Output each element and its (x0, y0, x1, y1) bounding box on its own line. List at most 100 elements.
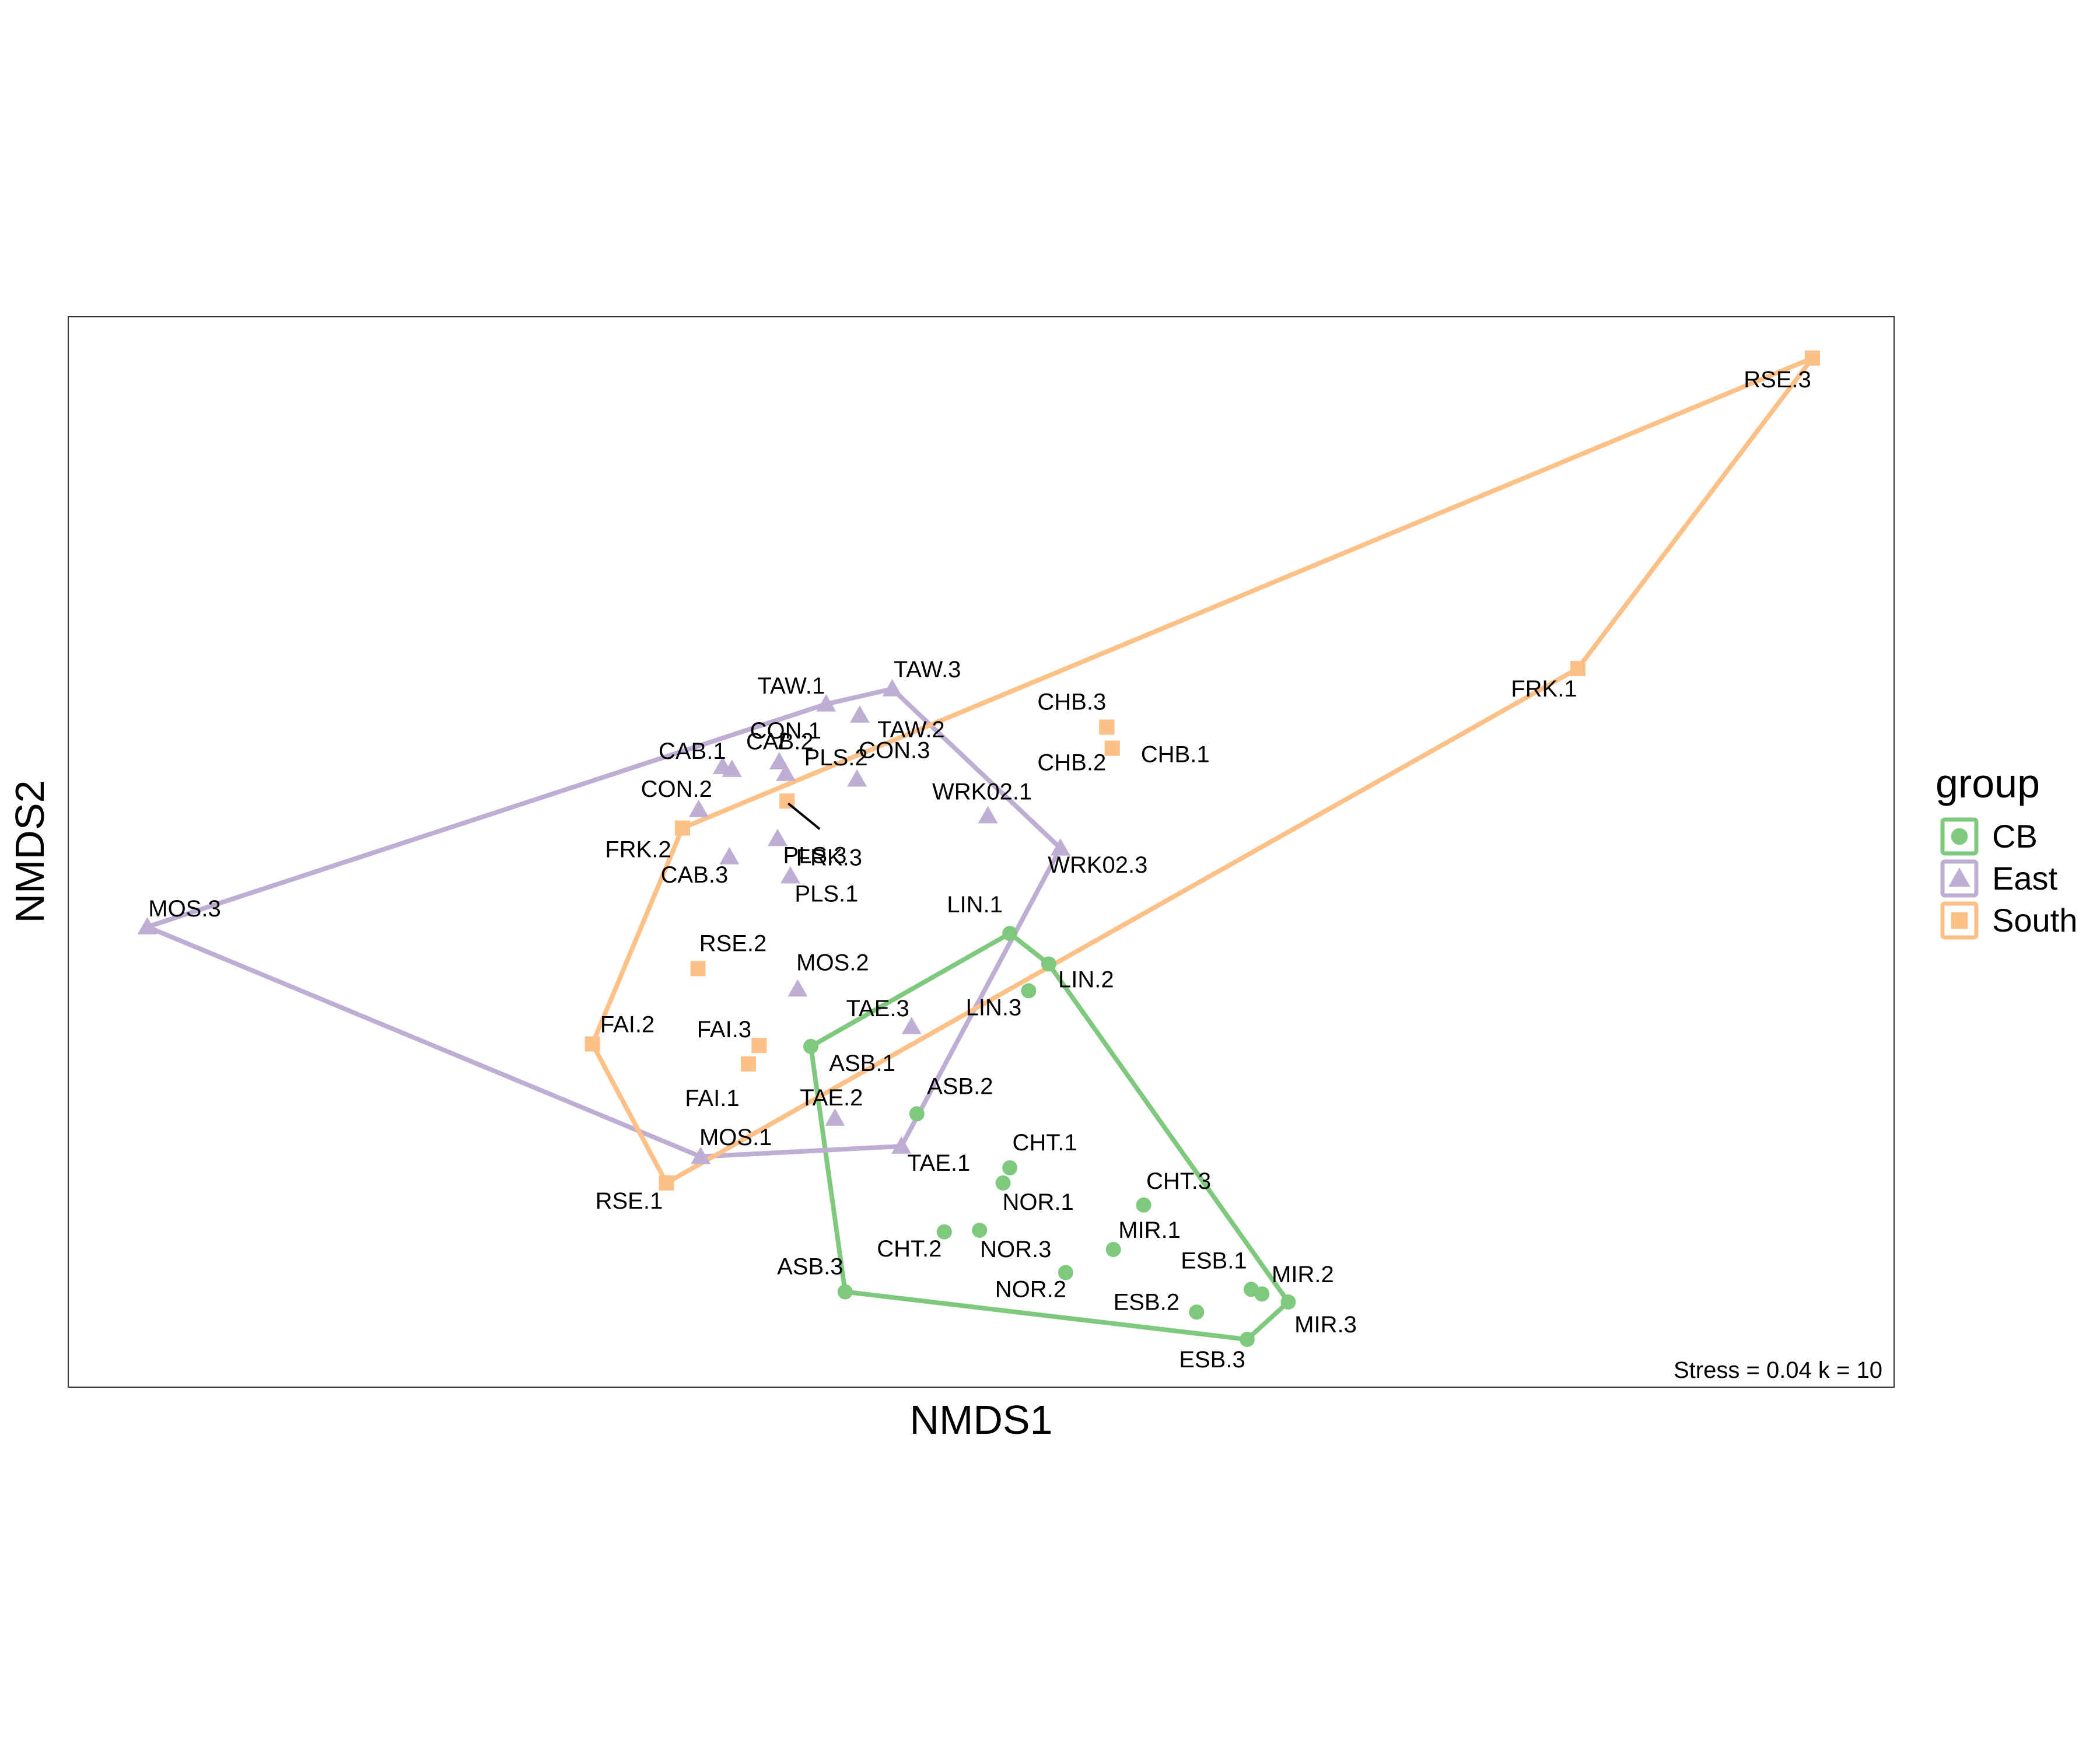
point-label: PLS.2 (804, 745, 868, 771)
point-fai-1 (740, 1056, 756, 1072)
point-pls-2 (776, 764, 796, 781)
point-label: TAE.2 (800, 1085, 863, 1111)
point-asb-1 (803, 1038, 818, 1054)
point-label: TAW.1 (758, 673, 825, 699)
point-label: MOS.2 (796, 950, 869, 976)
point-fai-2 (584, 1036, 600, 1052)
point-rse-1 (659, 1175, 674, 1191)
point-label: NOR.1 (1002, 1189, 1073, 1215)
point-label: TAE.3 (846, 996, 909, 1021)
point-chb-3 (1099, 719, 1115, 735)
point-label: FAI.3 (697, 1017, 751, 1042)
point-rse-3 (1805, 350, 1821, 366)
label-leader (778, 732, 786, 750)
point-pls-3 (768, 828, 788, 846)
point-label: FRK.3 (796, 845, 862, 870)
point-label: RSE.3 (1744, 367, 1811, 393)
point-label: MIR.1 (1118, 1217, 1181, 1243)
point-mir-3 (1280, 1294, 1296, 1310)
point-esb-2 (1189, 1304, 1205, 1320)
point-mos-2 (788, 979, 808, 997)
point-rse-2 (690, 961, 706, 977)
point-label: WRK02.3 (1048, 852, 1147, 878)
legend-marker-cb (1951, 828, 1968, 845)
point-label: CON.2 (641, 776, 712, 802)
point-cht-1 (1002, 1160, 1018, 1175)
point-frk-2 (674, 820, 690, 836)
point-cht-2 (936, 1224, 952, 1240)
point-label: LIN.1 (947, 892, 1003, 918)
point-asb-3 (837, 1284, 853, 1300)
point-pls-1 (780, 866, 800, 884)
point-layer (137, 350, 1821, 1348)
point-label: FRK.2 (605, 837, 671, 863)
plot-panel (68, 316, 1895, 1388)
legend-marker-east (1948, 867, 1971, 887)
hull-layer (145, 355, 1815, 1342)
point-label: FAI.1 (685, 1086, 739, 1111)
point-frk-1 (1570, 661, 1586, 677)
point-label: MIR.2 (1272, 1262, 1334, 1287)
point-label: ASB.2 (927, 1073, 993, 1099)
legend-label-cb: CB (1992, 818, 2038, 855)
point-lin-1 (1002, 926, 1018, 942)
point-lin-2 (1041, 956, 1056, 972)
point-tae-2 (825, 1108, 845, 1126)
point-label: PLS.1 (794, 881, 858, 907)
point-esb-3 (1240, 1332, 1255, 1348)
point-tae-3 (901, 1017, 922, 1034)
point-label: ESB.1 (1181, 1248, 1247, 1273)
legend-label-east: East (1992, 860, 2057, 897)
point-label: PLS.3 (783, 843, 847, 869)
point-label: CHB.1 (1141, 742, 1210, 768)
point-esb-1 (1243, 1282, 1259, 1297)
point-mos-1 (691, 1146, 711, 1164)
point-label: CHB.3 (1037, 690, 1106, 715)
point-label: CHT.3 (1146, 1168, 1211, 1194)
point-lin-3 (1021, 983, 1037, 999)
point-taw-2 (849, 705, 870, 723)
legend-label-south: South (1992, 902, 2077, 939)
point-asb-2 (909, 1106, 925, 1122)
point-label: CHB.2 (1037, 750, 1106, 776)
point-taw-3 (882, 679, 902, 696)
label-layer: LIN.1 LIN.2 LIN.3 ASB.1 ASB.2 ASB.3 CHT.1 CHT.2… (148, 367, 1811, 1373)
point-con-3 (847, 769, 867, 787)
point-label: TAW.3 (894, 657, 961, 682)
point-label: ESB.3 (1179, 1347, 1245, 1373)
point-label: LIN.2 (1058, 967, 1114, 993)
point-label: LIN.3 (966, 995, 1022, 1021)
point-label: NOR.2 (995, 1277, 1066, 1303)
point-label: CAB.2 (746, 729, 814, 754)
point-label: MIR.3 (1294, 1312, 1357, 1338)
point-nor-3 (972, 1222, 988, 1238)
point-label: ESB.2 (1114, 1289, 1180, 1315)
x-axis-title: NMDS1 (909, 1397, 1052, 1443)
point-label: MOS.1 (699, 1125, 772, 1150)
point-label: CHT.1 (1013, 1130, 1077, 1156)
point-cht-3 (1136, 1197, 1152, 1213)
point-label: CHT.2 (877, 1236, 942, 1262)
point-label: WRK02.1 (932, 779, 1032, 805)
point-label: ASB.1 (829, 1051, 895, 1076)
point-label: RSE.2 (699, 931, 767, 957)
point-label: FAI.2 (600, 1012, 654, 1038)
point-label: TAW.2 (877, 717, 945, 743)
point-nor-1 (995, 1175, 1011, 1191)
point-chb-1 (1104, 740, 1120, 756)
point-tae-1 (891, 1136, 912, 1154)
point-cab-2 (712, 757, 733, 775)
legend-title: group (1936, 761, 2040, 806)
point-label: MOS.3 (148, 896, 220, 922)
point-label: FRK.1 (1511, 676, 1577, 702)
point-label: ASB.3 (777, 1254, 843, 1280)
point-con-1 (769, 752, 789, 769)
point-taw-1 (816, 694, 836, 712)
point-nor-2 (1058, 1265, 1073, 1280)
point-label: RSE.1 (596, 1188, 663, 1214)
point-label: CAB.3 (661, 862, 729, 888)
label-leader (788, 802, 821, 830)
point-mos-3 (137, 916, 158, 935)
point-label: CON.3 (859, 738, 930, 764)
